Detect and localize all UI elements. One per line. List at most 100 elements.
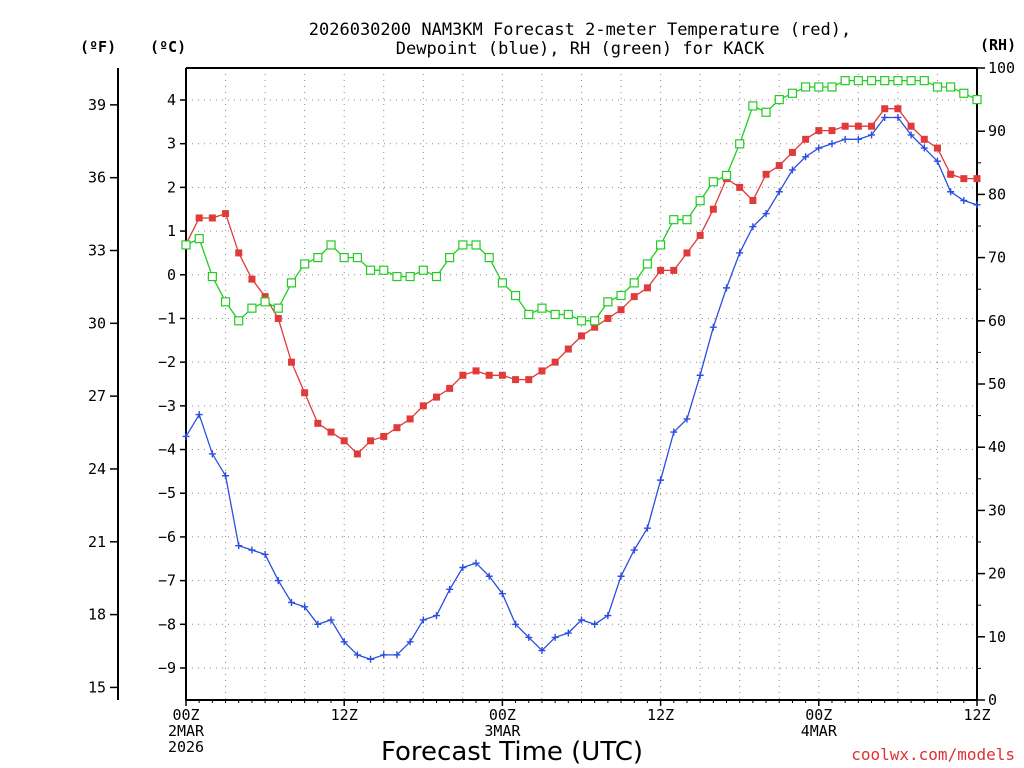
rh-tick-label: 60 bbox=[988, 312, 1006, 330]
data-point-dewpoint bbox=[591, 620, 599, 628]
chart-title-line1: 2026030200 NAM3KM Forecast 2-meter Tempe… bbox=[309, 20, 851, 40]
data-point-dewpoint bbox=[683, 415, 691, 423]
data-point-temperature bbox=[894, 105, 902, 113]
data-point-rh bbox=[563, 309, 573, 320]
data-point-dewpoint bbox=[723, 284, 731, 292]
data-point-rh bbox=[801, 82, 811, 92]
data-point-temperature bbox=[261, 293, 269, 301]
fahrenheit-tick-label: 21 bbox=[88, 533, 106, 551]
data-point-dewpoint bbox=[525, 633, 533, 641]
data-point-temperature bbox=[881, 105, 889, 113]
data-point-temperature bbox=[815, 127, 823, 135]
celsius-tick-label: −7 bbox=[158, 572, 176, 590]
fahrenheit-tick-label: 39 bbox=[88, 96, 106, 114]
data-point-temperature bbox=[367, 437, 375, 445]
data-point-rh bbox=[735, 139, 745, 149]
celsius-tick-label: −1 bbox=[158, 309, 176, 327]
data-point-temperature bbox=[920, 135, 928, 143]
rh-tick-label: 40 bbox=[988, 438, 1006, 456]
data-point-temperature bbox=[419, 402, 427, 410]
data-point-rh bbox=[537, 303, 547, 313]
data-point-rh bbox=[682, 215, 692, 225]
fahrenheit-tick-label: 27 bbox=[88, 387, 106, 405]
rh-tick-label: 80 bbox=[988, 185, 1006, 203]
data-point-rh bbox=[234, 316, 244, 326]
data-point-temperature bbox=[775, 162, 783, 170]
data-point-dewpoint bbox=[564, 629, 572, 637]
x-tick-label: 4MAR bbox=[801, 722, 838, 740]
data-point-dewpoint bbox=[340, 638, 348, 646]
data-point-rh bbox=[273, 303, 283, 313]
rh-tick-label: 50 bbox=[988, 375, 1006, 393]
data-point-rh bbox=[655, 240, 666, 250]
data-point-rh bbox=[352, 253, 362, 263]
data-point-rh bbox=[919, 76, 929, 86]
data-point-temperature bbox=[617, 306, 625, 314]
data-point-temperature bbox=[393, 424, 401, 432]
rh-tick-label: 20 bbox=[988, 565, 1006, 583]
data-point-rh bbox=[616, 290, 626, 301]
data-point-dewpoint bbox=[182, 432, 190, 440]
data-point-dewpoint bbox=[907, 131, 915, 139]
data-point-rh bbox=[590, 316, 600, 326]
data-point-temperature bbox=[472, 367, 480, 375]
series-layer bbox=[181, 76, 982, 663]
data-point-dewpoint bbox=[393, 651, 401, 659]
chart-title-line2: Dewpoint (blue), RH (green) for KACK bbox=[396, 39, 765, 59]
data-point-rh bbox=[629, 278, 639, 288]
data-point-rh bbox=[405, 271, 415, 282]
data-point-dewpoint bbox=[788, 166, 796, 174]
tick-labels: 43210−1−2−3−4−5−6−7−8−939363330272421181… bbox=[88, 59, 1015, 756]
data-point-temperature bbox=[907, 122, 915, 130]
data-point-rh bbox=[510, 290, 521, 301]
data-point-temperature bbox=[657, 266, 665, 274]
data-point-rh bbox=[840, 76, 850, 86]
data-point-rh bbox=[972, 94, 982, 105]
data-point-temperature bbox=[525, 376, 533, 384]
data-point-dewpoint bbox=[327, 616, 335, 624]
data-point-dewpoint bbox=[604, 612, 612, 620]
data-point-dewpoint bbox=[920, 144, 928, 152]
data-point-rh bbox=[550, 309, 560, 320]
data-point-dewpoint bbox=[261, 550, 269, 558]
data-point-rh bbox=[880, 76, 890, 86]
data-point-dewpoint bbox=[775, 188, 783, 196]
data-point-dewpoint bbox=[380, 651, 388, 659]
data-point-rh bbox=[708, 177, 718, 187]
celsius-tick-label: 0 bbox=[167, 266, 176, 284]
data-point-dewpoint bbox=[617, 572, 625, 580]
data-point-rh bbox=[603, 297, 613, 307]
data-point-temperature bbox=[947, 170, 955, 178]
data-point-temperature bbox=[630, 293, 638, 301]
x-tick-label: 00Z bbox=[489, 706, 516, 724]
data-point-rh bbox=[365, 265, 376, 275]
data-point-dewpoint bbox=[498, 590, 506, 598]
data-point-temperature bbox=[353, 450, 361, 458]
x-axis-label: Forecast Time (UTC) bbox=[381, 737, 643, 767]
data-point-dewpoint bbox=[630, 546, 638, 554]
rh-tick-label: 30 bbox=[988, 501, 1006, 519]
data-point-temperature bbox=[301, 389, 309, 397]
celsius-tick-label: −4 bbox=[158, 441, 176, 459]
data-point-rh bbox=[458, 240, 468, 250]
data-point-temperature bbox=[314, 419, 322, 427]
celsius-tick-label: −8 bbox=[158, 615, 176, 633]
data-point-rh bbox=[379, 265, 389, 275]
data-point-temperature bbox=[683, 249, 691, 257]
data-point-rh bbox=[853, 76, 863, 86]
fahrenheit-tick-label: 18 bbox=[88, 606, 106, 624]
data-point-temperature bbox=[235, 249, 243, 257]
data-point-temperature bbox=[538, 367, 546, 375]
data-point-temperature bbox=[696, 231, 704, 239]
data-point-temperature bbox=[446, 384, 454, 392]
data-point-rh bbox=[300, 259, 310, 269]
data-point-temperature bbox=[327, 428, 335, 436]
data-point-dewpoint bbox=[578, 616, 585, 624]
x-tick-label: 00Z bbox=[172, 706, 199, 724]
data-point-dewpoint bbox=[459, 564, 467, 572]
data-point-rh bbox=[906, 76, 916, 86]
data-point-rh bbox=[339, 253, 349, 263]
data-point-temperature bbox=[933, 144, 941, 152]
data-point-dewpoint bbox=[235, 542, 243, 550]
